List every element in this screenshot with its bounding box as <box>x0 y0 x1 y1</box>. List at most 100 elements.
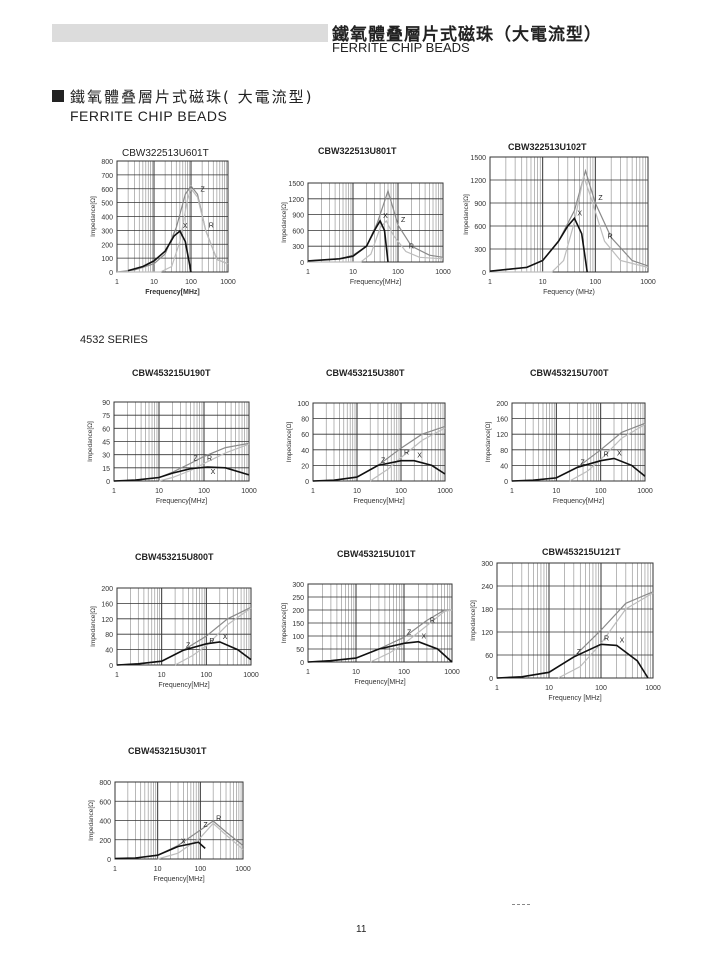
y-tick-label: 300 <box>292 582 304 589</box>
chart-svg: 0 50 100 150 200 250 300 1 10 100 1000 Z R X Frequency… <box>281 582 460 686</box>
x-tick-label: 1000 <box>437 488 453 495</box>
impedance-chart: 0 40 80 120 160 200 1 10 100 1000 Z R X Frequency[MHz… <box>485 401 653 505</box>
header-title-cn: 鐵氧體叠層片式磁珠（大電流型） <box>332 25 602 45</box>
chart-svg: 0 15 30 45 60 75 90 1 10 100 1000 Z RX Frequency[MHz]… <box>87 400 257 505</box>
series-label: X <box>383 213 388 220</box>
section-title-cn: 鐵氧體叠層片式磁珠( 大電流型) <box>70 88 314 106</box>
y-tick-label: 120 <box>481 630 493 637</box>
y-tick-label: 250 <box>292 595 304 602</box>
x-tick-label: 100 <box>595 488 607 495</box>
series-label: Z <box>407 629 412 636</box>
series-label: R <box>216 815 221 822</box>
y-tick-label: 40 <box>301 448 309 455</box>
x-tick-label: 100 <box>198 488 210 495</box>
impedance-chart: 0 40 80 120 160 200 1 10 100 1000 Z R X Frequency[MHz… <box>90 586 259 689</box>
x-tick-label: 100 <box>595 685 607 692</box>
impedance-chart: 0 300 600 900 1200 1500 1 10 100 1000 Z R X Fequency … <box>463 155 656 296</box>
series-label: X <box>183 223 188 230</box>
y-axis-label: Impedance[Ω] <box>87 421 94 462</box>
y-tick-label: 300 <box>481 561 493 568</box>
y-tick-label: 0 <box>300 260 304 267</box>
y-tick-label: 400 <box>99 819 111 826</box>
y-tick-label: 0 <box>109 270 113 277</box>
chart-title: CBW322513U801T <box>318 146 397 156</box>
series-r-line <box>158 443 250 482</box>
y-tick-label: 300 <box>101 228 113 235</box>
x-tick-label: 1 <box>306 269 310 276</box>
y-tick-label: 120 <box>101 617 113 624</box>
series-label: Z <box>186 642 191 649</box>
series-z-line <box>511 422 646 482</box>
y-tick-label: 40 <box>105 648 113 655</box>
series-label: Z <box>381 457 386 464</box>
impedance-chart: 0 50 100 150 200 250 300 1 10 100 1000 Z R X Frequency… <box>281 582 460 686</box>
plot-frame <box>489 156 649 273</box>
y-tick-label: 15 <box>102 466 110 473</box>
x-axis-label: Frequency[MHz] <box>145 289 199 296</box>
y-tick-label: 80 <box>301 417 309 424</box>
y-axis-label: Impedance[Ω] <box>90 196 97 237</box>
page-number: 11 <box>356 924 367 935</box>
x-tick-label: 1 <box>488 279 492 286</box>
series-x-line <box>116 641 252 666</box>
chart-svg: 0 300 600 900 1200 1500 1 10 100 1000 Z R X Fequency … <box>463 155 656 296</box>
chart-title: CBW453215U101T <box>337 549 416 559</box>
y-axis-label: Impedance[Ω] <box>470 600 477 641</box>
y-axis-label: Impedance[Ω] <box>281 602 288 643</box>
x-tick-label: 1000 <box>444 669 460 676</box>
y-tick-label: 50 <box>296 647 304 654</box>
x-tick-label: 1 <box>115 279 119 286</box>
header-bar <box>52 24 328 42</box>
y-tick-label: 1500 <box>288 181 304 188</box>
x-tick-label: 100 <box>200 672 212 679</box>
y-tick-label: 0 <box>504 479 508 486</box>
series-label: R <box>404 450 409 457</box>
chart-title: CBW453215U301T <box>128 746 207 756</box>
x-tick-label: 1000 <box>241 488 257 495</box>
y-tick-label: 600 <box>101 187 113 194</box>
series-r-line <box>370 609 453 663</box>
y-tick-label: 20 <box>301 463 309 470</box>
series-x-line <box>127 229 192 273</box>
x-tick-label: 10 <box>545 685 553 692</box>
impedance-chart: 0 200 400 600 800 1 10 100 1000 Z R X Frequency[MHz]… <box>88 780 251 883</box>
section-square-icon <box>52 90 64 102</box>
y-tick-label: 40 <box>500 463 508 470</box>
impedance-chart: 0 20 40 60 80 100 1 10 100 1000 Z R X Frequency[MHz] I… <box>286 401 453 505</box>
series-r-line <box>174 607 252 666</box>
series-label: 4532 SERIES <box>80 334 148 346</box>
y-tick-label: 160 <box>101 601 113 608</box>
y-tick-label: 1200 <box>470 178 486 185</box>
series-r-line <box>490 173 649 273</box>
y-tick-label: 0 <box>109 663 113 670</box>
impedance-chart: 0 100 200 300 400 500 600 700 800 1 10 100 1000 Z R X Fr… <box>90 159 236 296</box>
y-tick-label: 160 <box>496 417 508 424</box>
x-tick-label: 1 <box>306 669 310 676</box>
y-tick-label: 120 <box>496 432 508 439</box>
y-tick-label: 200 <box>101 242 113 249</box>
x-tick-label: 1 <box>112 488 116 495</box>
plot-frame <box>307 583 453 663</box>
series-x-line <box>307 640 453 663</box>
plot-frame <box>312 402 446 482</box>
series-r-line <box>117 187 229 273</box>
plot-frame <box>116 587 252 666</box>
y-tick-label: 600 <box>292 228 304 235</box>
x-tick-label: 10 <box>552 488 560 495</box>
series-label: X <box>211 469 216 476</box>
series-label: X <box>421 634 426 641</box>
x-tick-label: 1 <box>495 685 499 692</box>
y-axis-label: Impedance[Ω] <box>485 421 492 462</box>
x-tick-label: 100 <box>395 488 407 495</box>
section-title-en: FERRITE CHIP BEADS <box>70 108 228 124</box>
x-axis-label: Frequency[MHz] <box>153 876 204 883</box>
x-tick-label: 10 <box>352 669 360 676</box>
impedance-chart: 0 60 120 180 240 300 1 10 100 1000 Z R X Frequency [M… <box>470 561 661 702</box>
y-tick-label: 60 <box>485 653 493 660</box>
y-tick-label: 300 <box>474 247 486 254</box>
plot-frame <box>114 781 244 860</box>
series-r-line <box>157 822 244 860</box>
series-label: X <box>577 210 582 217</box>
series-label: Z <box>401 217 406 224</box>
x-axis-label: Frequency[MHz] <box>353 498 404 505</box>
